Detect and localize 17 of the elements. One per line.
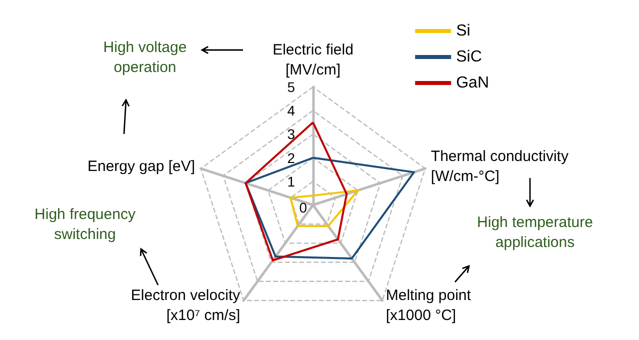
y-tick-label: 5 [287,79,296,95]
y-tick-label: 4 [287,102,296,119]
spoke-label: Thermal conductivity [W/cm-°C] [430,148,569,186]
text: High temperature applications [476,213,594,253]
spoke-label: Melting point [x1000 °C] [386,286,472,324]
y-tick-label: 0 [299,200,308,216]
spoke-label: Energy gap [eV] [87,158,196,176]
text: High voltage operation [102,38,188,78]
legend-label: Si [456,22,470,40]
y-tick-label: 3 [287,126,296,142]
y-tick-label: 1 [287,173,296,190]
y-tick-label: 2 [287,150,296,166]
text: High frequency switching [34,205,136,245]
spoke-label: Electric field [MV/cm] [272,42,354,79]
legend-label: SiC [456,48,482,66]
spoke-label: Electron velocity [x10⁷ cm/s] [130,286,241,324]
legend-label: GaN [456,74,490,92]
